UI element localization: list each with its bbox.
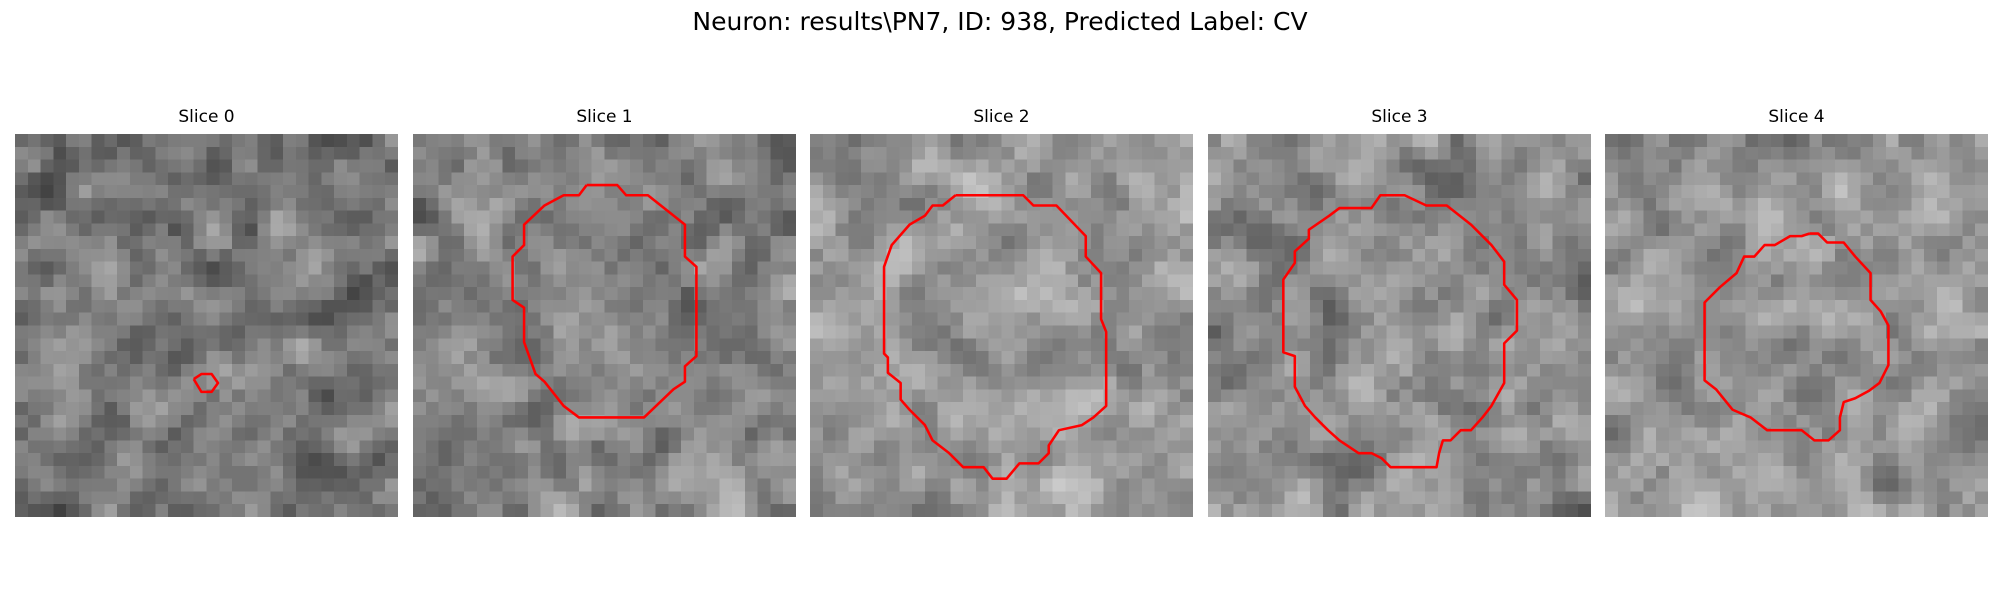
slice-title-0: Slice 0	[178, 107, 235, 127]
slice-title-2: Slice 2	[973, 107, 1030, 127]
slice-image-4	[1605, 134, 1988, 517]
cell-contour-4	[1703, 232, 1890, 442]
cell-contour-1	[511, 183, 698, 419]
figure-title: Neuron: results\PN7, ID: 938, Predicted …	[692, 7, 1308, 36]
slice-title-3: Slice 3	[1371, 107, 1428, 127]
slice-title-1: Slice 1	[576, 107, 633, 127]
cell-contour-3	[1282, 194, 1519, 469]
slice-image-1	[413, 134, 796, 517]
cell-contour-0	[192, 372, 220, 394]
cell-contour-2	[882, 194, 1108, 480]
slice-image-3	[1208, 134, 1591, 517]
slice-title-4: Slice 4	[1768, 107, 1825, 127]
slice-image-0	[15, 134, 398, 517]
slice-image-2	[810, 134, 1193, 517]
